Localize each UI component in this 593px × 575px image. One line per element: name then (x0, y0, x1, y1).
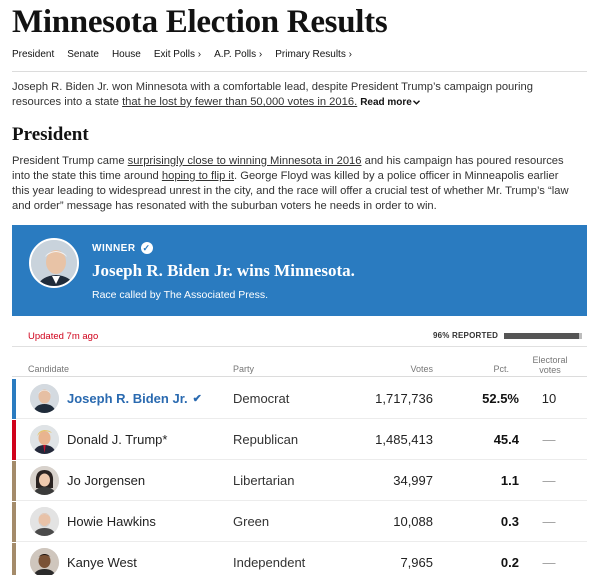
col-header-party: Party (233, 364, 255, 374)
candidate-votes: 7,965 (400, 555, 433, 570)
candidate-avatar (30, 384, 59, 413)
nav-senate[interactable]: Senate (67, 49, 99, 60)
winner-label-text: WINNER (92, 242, 136, 254)
nav-exit-polls[interactable]: Exit Polls › (153, 49, 202, 60)
section-paragraph: President Trump came surprisingly close … (12, 154, 578, 214)
candidate-pct: 0.3 (500, 514, 519, 529)
status-divider (12, 346, 587, 347)
candidate-name: Kanye West (67, 555, 137, 570)
candidate-avatar (30, 466, 59, 495)
reported-progress-fill (504, 332, 579, 339)
party-color-bar (12, 461, 16, 501)
table-row[interactable]: Joseph R. Biden Jr. ✔ Democrat 1,717,736 … (12, 379, 587, 419)
winner-headline: Joseph R. Biden Jr. wins Minnesota. (92, 261, 355, 280)
intro-text: Joseph R. Biden Jr. won Minnesota with a… (12, 81, 533, 108)
reported-label: 96% REPORTED (433, 331, 499, 340)
winner-label: WINNER ✓ (92, 242, 153, 254)
reported-status: 96% REPORTED (433, 331, 583, 340)
candidate-electoral-votes: — (542, 473, 556, 488)
intro-link[interactable]: that he lost by fewer than 50,000 votes … (122, 96, 358, 108)
candidate-avatar (30, 425, 59, 454)
section-nav: President Senate House Exit Polls › A.P.… (12, 49, 365, 60)
nav-president[interactable]: President (12, 49, 55, 60)
table-row[interactable]: Howie Hawkins Green 10,088 0.3 — (12, 502, 587, 542)
candidate-name: Jo Jorgensen (67, 473, 146, 488)
col-header-electoral-votes: Electoral votes (532, 355, 568, 375)
candidate-avatar (30, 507, 59, 536)
nav-divider (12, 71, 587, 72)
party-color-bar (12, 543, 16, 575)
read-more-button[interactable]: Read more (360, 97, 420, 108)
section-text-2: and his campaign has poured resources in… (12, 155, 564, 182)
candidate-party: Democrat (233, 391, 290, 406)
read-more-label: Read more (360, 97, 412, 108)
chevron-down-icon (412, 100, 420, 105)
col-header-candidate: Candidate (28, 364, 70, 374)
party-color-bar (12, 379, 16, 419)
party-color-bar (12, 420, 16, 460)
nav-ap-polls[interactable]: A.P. Polls › (214, 49, 263, 60)
candidate-name: Donald J. Trump* (67, 432, 168, 447)
section-link-2[interactable]: hoping to flip it (161, 170, 235, 182)
check-badge-icon: ✓ (140, 242, 153, 254)
candidate-name-text: Joseph R. Biden Jr. (67, 391, 188, 406)
reported-progress-bar (504, 332, 583, 339)
candidate-party: Independent (233, 555, 306, 570)
candidate-party: Libertarian (233, 473, 295, 488)
section-link-1[interactable]: surprisingly close to winning Minnesota … (127, 155, 362, 167)
nav-primary-results[interactable]: Primary Results › (275, 49, 352, 60)
candidate-name: Howie Hawkins (67, 514, 156, 529)
section-text-1: President Trump came (12, 155, 128, 167)
candidate-party: Green (233, 514, 270, 529)
candidate-votes: 1,717,736 (375, 391, 433, 406)
updated-timestamp: Updated 7m ago (28, 331, 99, 342)
col-header-pct: Pct. (493, 364, 509, 374)
table-header-divider (12, 376, 587, 377)
candidate-pct: 52.5% (482, 391, 519, 406)
candidate-pct: 45.4 (493, 432, 519, 447)
candidate-avatar (30, 548, 59, 575)
candidate-party: Republican (233, 432, 299, 447)
candidate-electoral-votes: — (542, 432, 556, 447)
table-row[interactable]: Kanye West Independent 7,965 0.2 — (12, 543, 587, 575)
page-title: Minnesota Election Results (12, 4, 388, 40)
winner-avatar (29, 238, 79, 288)
section-text-3: . George Floyd was killed by a police of… (12, 170, 569, 212)
candidate-pct: 1.1 (500, 473, 519, 488)
candidate-votes: 10,088 (393, 514, 433, 529)
col-header-votes: Votes (410, 364, 433, 374)
candidate-electoral-votes: — (542, 514, 556, 529)
table-row[interactable]: Jo Jorgensen Libertarian 34,997 1.1 — (12, 461, 587, 501)
table-row[interactable]: Donald J. Trump* Republican 1,485,413 45… (12, 420, 587, 460)
winner-check-icon: ✔ (192, 393, 202, 405)
section-heading: President (12, 124, 89, 145)
candidate-votes: 34,997 (393, 473, 433, 488)
candidate-name: Joseph R. Biden Jr. ✔ (67, 391, 202, 406)
candidate-electoral-votes: 10 (541, 391, 557, 406)
winner-banner: WINNER ✓ Joseph R. Biden Jr. wins Minnes… (12, 225, 587, 316)
nav-house[interactable]: House (111, 49, 141, 60)
candidate-votes: 1,485,413 (375, 432, 433, 447)
candidate-pct: 0.2 (500, 555, 519, 570)
party-color-bar (12, 502, 16, 542)
race-called-text: Race called by The Associated Press. (92, 289, 269, 301)
candidate-electoral-votes: — (542, 555, 556, 570)
intro-paragraph: Joseph R. Biden Jr. won Minnesota with a… (12, 80, 572, 110)
